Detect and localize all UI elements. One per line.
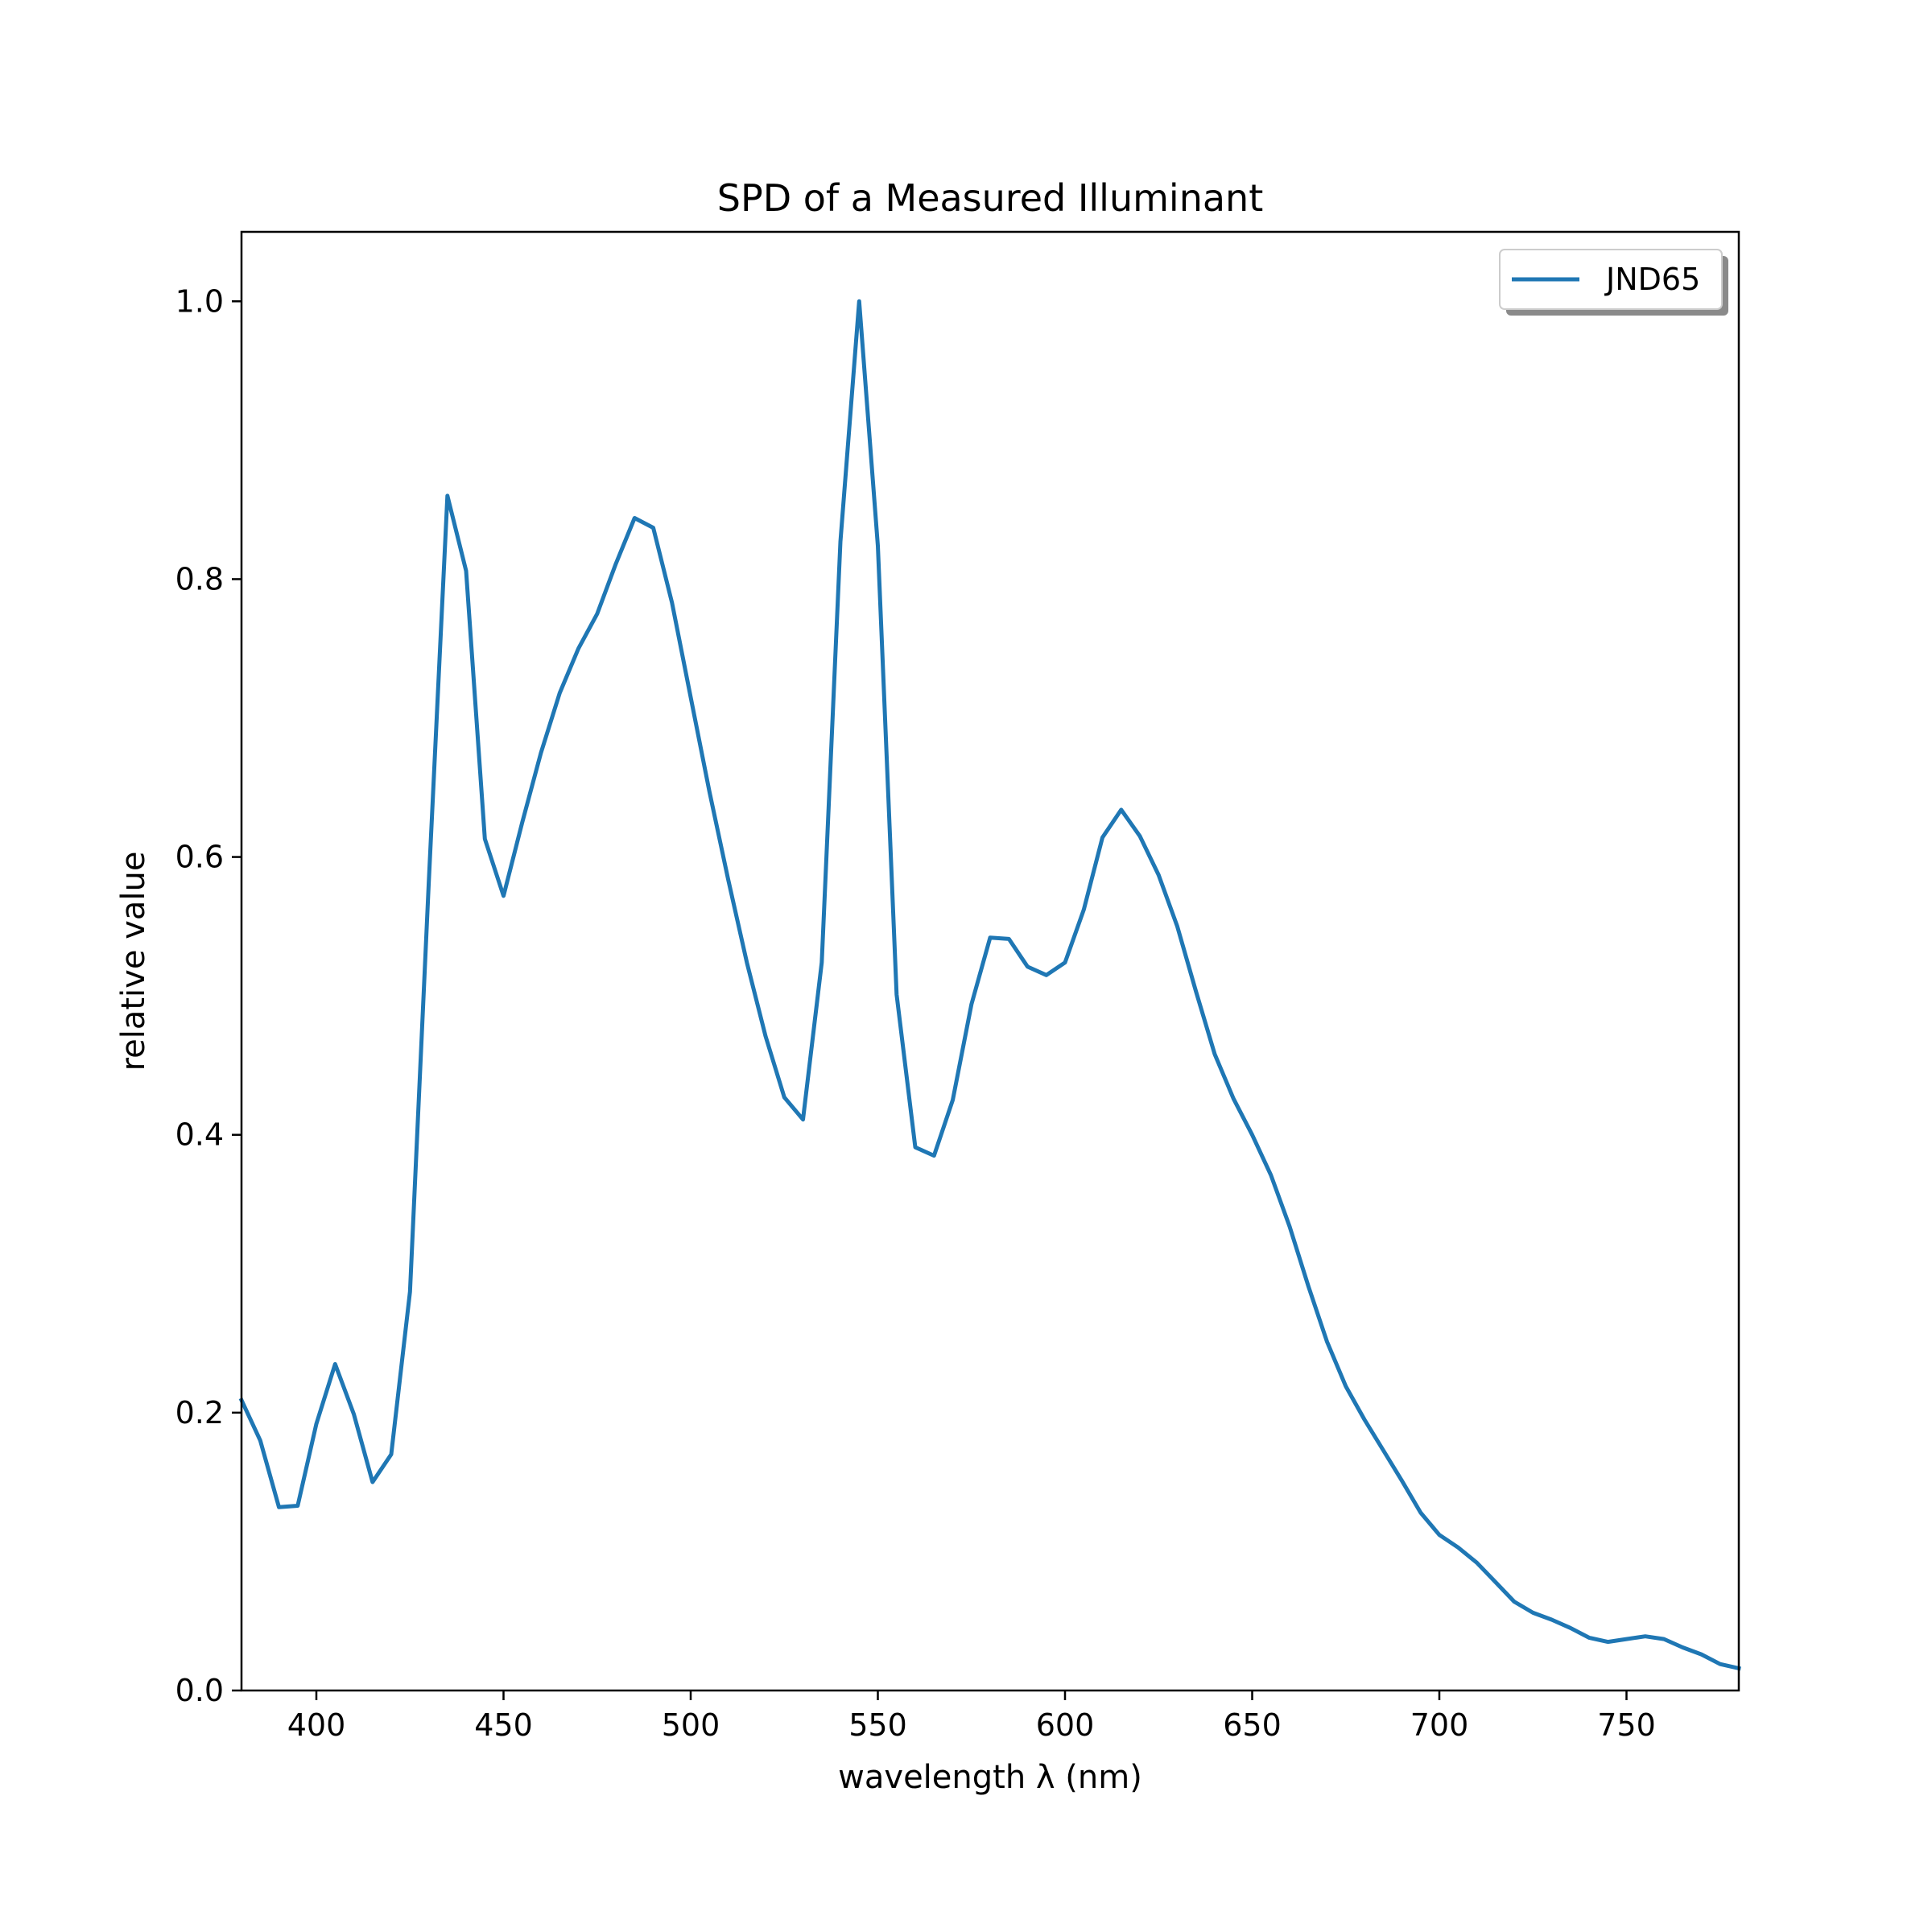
plot-area (242, 232, 1739, 1690)
x-tick-label: 600 (1036, 1707, 1095, 1743)
x-tick-label: 450 (474, 1707, 533, 1743)
x-tick-label: 400 (287, 1707, 346, 1743)
y-tick-label: 0.6 (175, 840, 224, 875)
x-axis-label: wavelength λ (nm) (838, 1759, 1142, 1796)
y-tick-label: 0.0 (175, 1673, 224, 1708)
y-tick-label: 0.4 (175, 1117, 224, 1153)
y-tick-label: 0.2 (175, 1395, 224, 1430)
x-axis: 400 450 500 550 600 650 700 750 (287, 1690, 1656, 1743)
legend: JND65 (1499, 249, 1728, 316)
x-tick-label: 550 (848, 1707, 907, 1743)
series-line-jnd65 (238, 299, 1741, 1671)
chart-title: SPD of a Measured Illuminant (717, 176, 1263, 220)
y-tick-label: 0.8 (175, 561, 224, 597)
x-tick-label: 500 (662, 1707, 720, 1743)
x-tick-label: 650 (1223, 1707, 1282, 1743)
x-tick-label: 700 (1410, 1707, 1469, 1743)
axes-frame (240, 230, 1740, 1692)
y-tick-label: 1.0 (175, 283, 224, 319)
y-axis-label: relative value (115, 852, 152, 1071)
y-axis: 0.0 0.2 0.4 0.6 0.8 1.0 (175, 283, 242, 1708)
legend-label-jnd65: JND65 (1604, 262, 1700, 297)
x-tick-label: 750 (1597, 1707, 1656, 1743)
legend-box (1499, 249, 1723, 310)
